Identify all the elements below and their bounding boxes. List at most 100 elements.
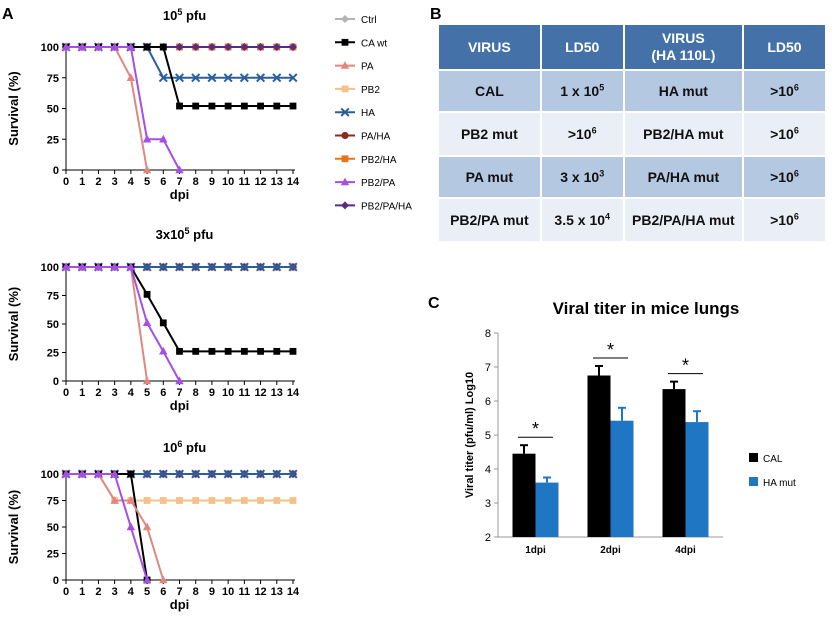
data-point [272,73,282,83]
y-tick-label: 5 [485,430,491,442]
table-cell: >106 [742,156,826,198]
data-point [158,73,168,83]
x-tick-label: 13 [271,586,283,598]
data-point [126,42,136,51]
legend-label: HA mut [763,478,796,489]
data-point [174,262,185,272]
table-header-cell: VIRUS [438,24,541,70]
legend-marker [341,15,349,23]
header-line-1: LD50 [565,38,600,55]
x-tick-label: 10 [222,586,234,598]
panel-label-c: C [428,295,440,312]
x-axis-title: dpi [170,187,190,202]
cell-superscript: 6 [793,168,799,179]
x-tick-label: 7 [176,586,182,598]
series-pb2-pa [61,262,184,385]
x-tick-label: 8 [193,586,199,598]
legend-marker [340,107,350,117]
data-point [272,43,281,51]
data-point [159,319,167,327]
cell-text: 3.5 x 10 [554,212,606,228]
legend-label: CAL [763,454,783,465]
bar-ha-mut [535,482,559,537]
data-point [61,42,71,51]
bar-cal [512,453,536,537]
data-point [207,262,217,272]
table-cell: 3 x 103 [540,156,624,198]
data-point [142,318,152,327]
legend-item-ha: HA [335,107,375,119]
data-point [142,376,152,385]
data-point [273,102,281,110]
legend-marker [341,85,349,93]
legend-item-pb2-ha: PB2/HA [335,155,397,166]
significance-star: * [607,340,614,360]
cell-superscript: 6 [793,125,799,136]
chart-title-unit: pfu [190,227,214,242]
x-tick-label: 0 [63,586,69,598]
table-cell: >106 [742,198,826,242]
x-tick-label: 4 [128,586,135,598]
table-cell: PA/HA mut [623,156,743,198]
x-tick-label: 2dpi [600,545,621,556]
data-point [192,347,200,355]
table-cell: PB2/PA mut [438,198,541,242]
data-point [61,262,71,271]
cell-text: >10 [770,212,794,228]
cell-text: 1 x 10 [560,83,600,99]
cell-text: PA mut [465,169,514,185]
data-point [110,469,119,478]
chart-title: 106 pfu [163,439,206,455]
legend-item-ctrl: Ctrl [335,15,377,26]
x-tick-label: 14 [287,387,300,399]
data-point [192,497,200,504]
data-point [175,165,184,174]
data-point [126,262,136,271]
data-point [208,347,216,355]
x-tick-label: 4 [128,387,135,399]
cell-text: PA/HA mut [647,169,720,185]
data-point [126,522,136,531]
x-tick-label: 14 [287,176,300,188]
x-tick-label: 1 [79,176,85,188]
x-tick-label: 12 [254,586,266,598]
cell-text: HA mut [658,83,708,99]
data-point [143,497,151,504]
panel-label-a: A [2,6,14,23]
data-point [159,134,168,143]
data-point [224,43,233,51]
x-tick-label: 5 [144,586,150,598]
data-point [175,376,184,385]
data-point [257,347,264,355]
legend-marker [341,131,349,140]
legend-label: HA [361,108,375,119]
legend-item-ca-wt: CA wt [335,38,387,49]
y-tick-label: 100 [41,262,59,274]
table-cell: PB2/PA/HA mut [623,198,743,242]
x-tick-label: 6 [160,387,166,399]
data-point [142,522,152,531]
data-point [256,73,266,83]
data-point [240,102,248,110]
series-line [66,266,181,382]
panel-label-b: B [430,6,442,23]
y-tick-label: 0 [53,165,59,177]
data-point [126,73,136,81]
x-tick-label: 2 [95,176,101,188]
header-line-1: VIRUS [467,38,511,55]
cell-superscript: 5 [599,82,605,93]
x-tick-label: 5 [144,387,150,399]
header-line-1: VIRUS [661,30,705,46]
data-point [142,262,152,272]
legend: Ctrl CA wt PA PB2 HA PA/HA PB2/HA PB2/PA PB2/PA/… [335,15,412,212]
data-point [174,73,185,83]
chart-title-base: 10 [163,440,177,455]
data-point [142,575,152,584]
chart-title-superscript: 5 [177,7,182,17]
data-point [288,469,298,479]
chart-title: Viral titer in mice lungs [553,299,740,318]
table-row: CAL 1 x 105 HA mut >106 [438,70,826,112]
table-cell: PB2/HA mut [623,112,743,156]
x-tick-label: 8 [193,176,199,188]
